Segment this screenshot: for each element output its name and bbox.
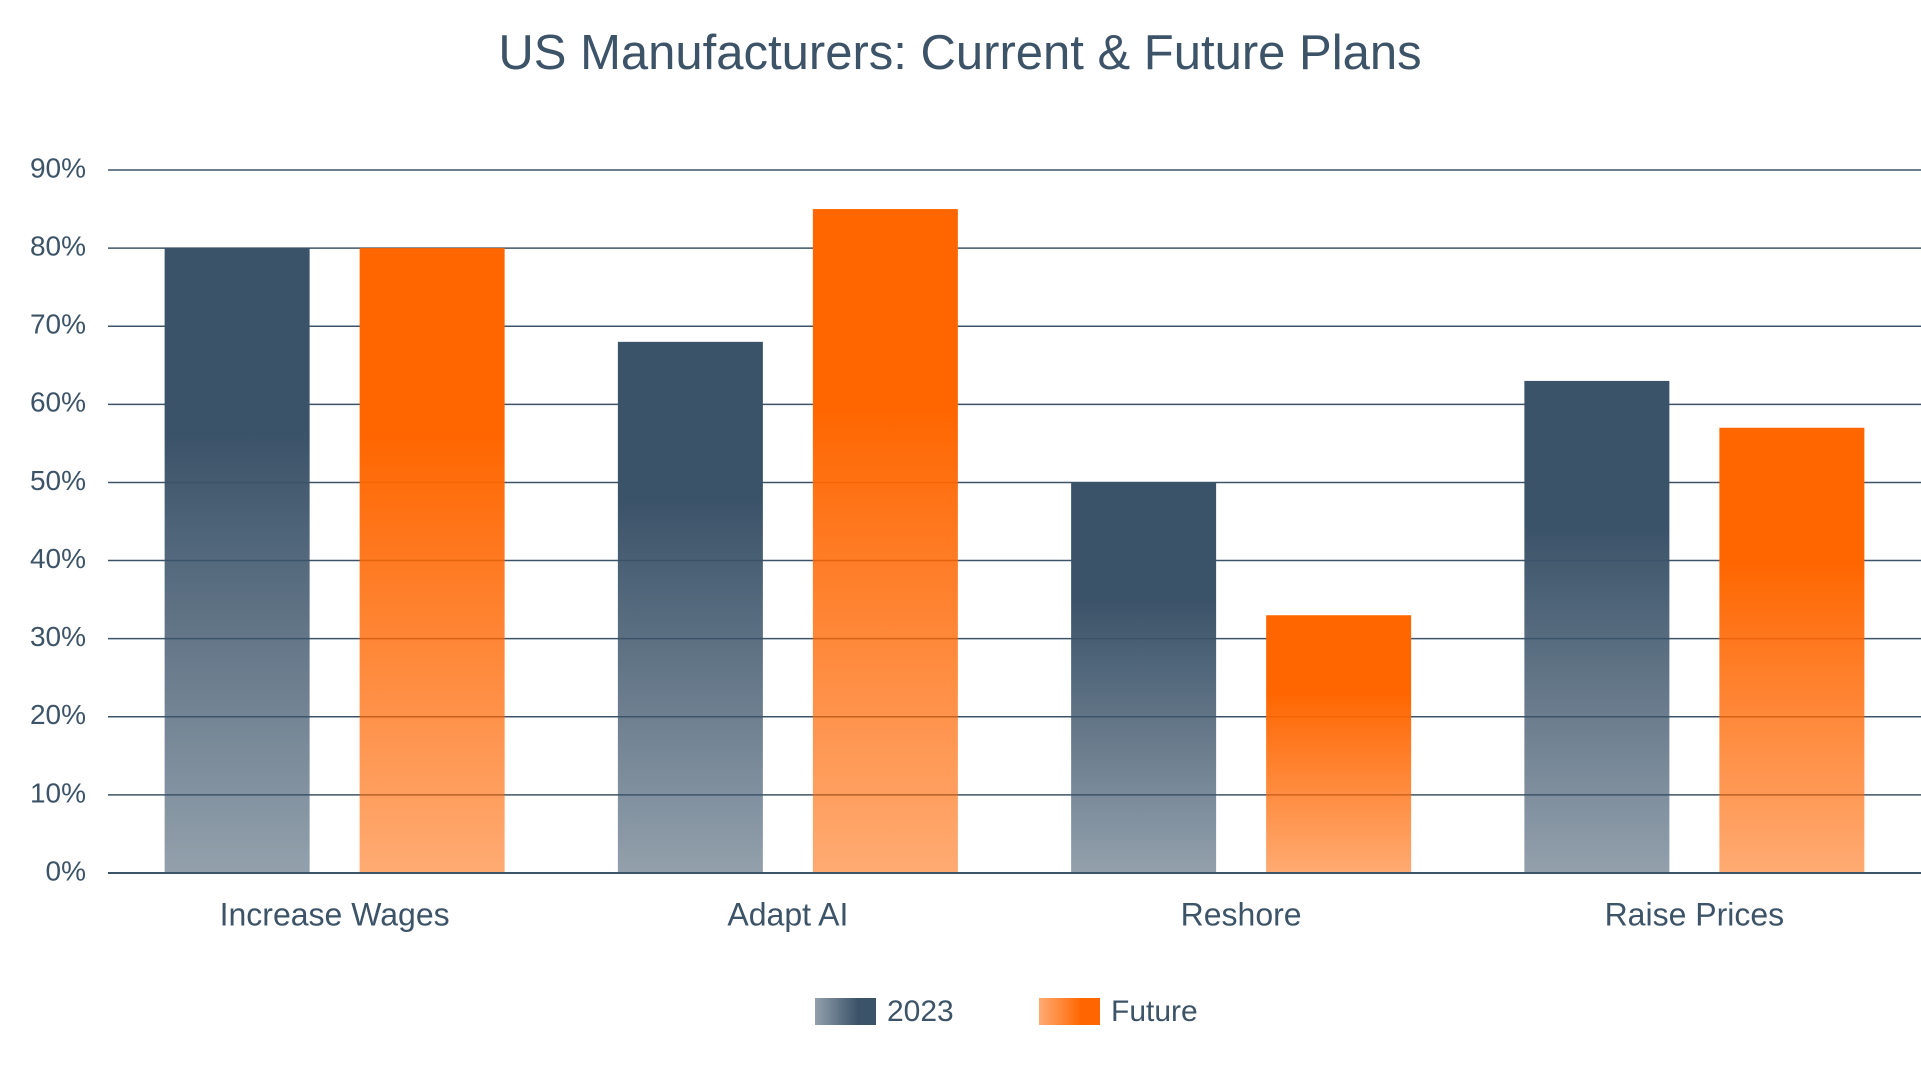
legend-swatch	[815, 998, 876, 1025]
bar	[1071, 482, 1217, 873]
bar	[812, 209, 958, 874]
x-tick-label: Reshore	[1181, 896, 1302, 932]
y-tick-label: 50%	[30, 465, 86, 496]
bar	[1524, 380, 1670, 873]
x-tick-label: Adapt AI	[727, 896, 848, 932]
legend-swatch	[1039, 998, 1100, 1025]
y-tick-label: 10%	[30, 777, 86, 808]
y-tick-label: 70%	[30, 309, 86, 340]
chart-title: US Manufacturers: Current & Future Plans	[498, 26, 1421, 80]
bar	[359, 248, 505, 874]
legend-label: 2023	[887, 995, 954, 1028]
y-tick-label: 80%	[30, 231, 86, 262]
bar	[1719, 427, 1865, 873]
bar	[1266, 615, 1412, 873]
y-tick-label: 30%	[30, 621, 86, 652]
legend-label: Future	[1111, 995, 1198, 1028]
bar	[164, 248, 310, 874]
bar	[617, 341, 763, 873]
y-tick-label: 0%	[46, 855, 86, 886]
y-tick-label: 60%	[30, 387, 86, 418]
x-tick-label: Raise Prices	[1605, 896, 1785, 932]
y-tick-label: 20%	[30, 699, 86, 730]
y-tick-label: 90%	[30, 152, 86, 183]
y-tick-label: 40%	[30, 543, 86, 574]
x-tick-label: Increase Wages	[220, 896, 450, 932]
